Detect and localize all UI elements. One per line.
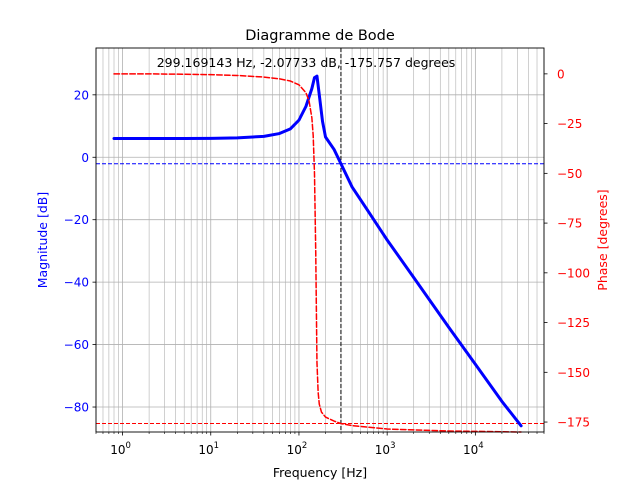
y-left-tick-label: 20 <box>74 88 89 102</box>
magnitude-line <box>112 74 523 428</box>
plot-area-frame <box>95 47 545 433</box>
y-left-tick-label: −40 <box>64 276 89 290</box>
y-left-tick-label: −80 <box>64 401 89 415</box>
phase-line <box>113 73 522 433</box>
x-tick-label: 100 <box>110 441 131 457</box>
y-right-tick-label: −175 <box>557 416 590 430</box>
x-tick-label: 104 <box>463 441 484 457</box>
y-axis-left: 20 0 −20 −40 −60 −80 <box>64 88 96 415</box>
chart-title: Diagramme de Bode <box>245 28 395 44</box>
y-left-tick-label: 0 <box>81 151 89 165</box>
reference-lines <box>96 48 544 432</box>
x-axis-label: Frequency [Hz] <box>273 465 367 480</box>
x-tick-label: 101 <box>198 441 219 457</box>
y-right-tick-label: −25 <box>557 117 582 131</box>
cursor-annotation: 299.169143 Hz, -2.07733 dB, -175.757 deg… <box>157 55 456 70</box>
y-right-tick-label: −75 <box>557 217 582 231</box>
x-tick-label: 102 <box>287 441 308 457</box>
series-layer <box>112 73 523 433</box>
y-left-tick-label: −60 <box>64 338 89 352</box>
y-axis-label-left: Magnitude [dB] <box>35 192 50 288</box>
y-right-tick-label: −150 <box>557 366 590 380</box>
x-axis: 100 101 102 103 104 <box>95 432 545 457</box>
y-right-tick-label: −50 <box>557 167 582 181</box>
y-right-tick-label: −100 <box>557 266 590 280</box>
y-right-tick-label: −125 <box>557 316 590 330</box>
y-left-tick-label: −20 <box>64 213 89 227</box>
y-axis-right: 0 −25 −50 −75 −100 −125 −150 −175 <box>544 67 590 430</box>
y-right-tick-label: 0 <box>557 67 565 81</box>
y-axis-label-right: Phase [degrees] <box>595 189 610 290</box>
x-tick-label: 103 <box>375 441 396 457</box>
